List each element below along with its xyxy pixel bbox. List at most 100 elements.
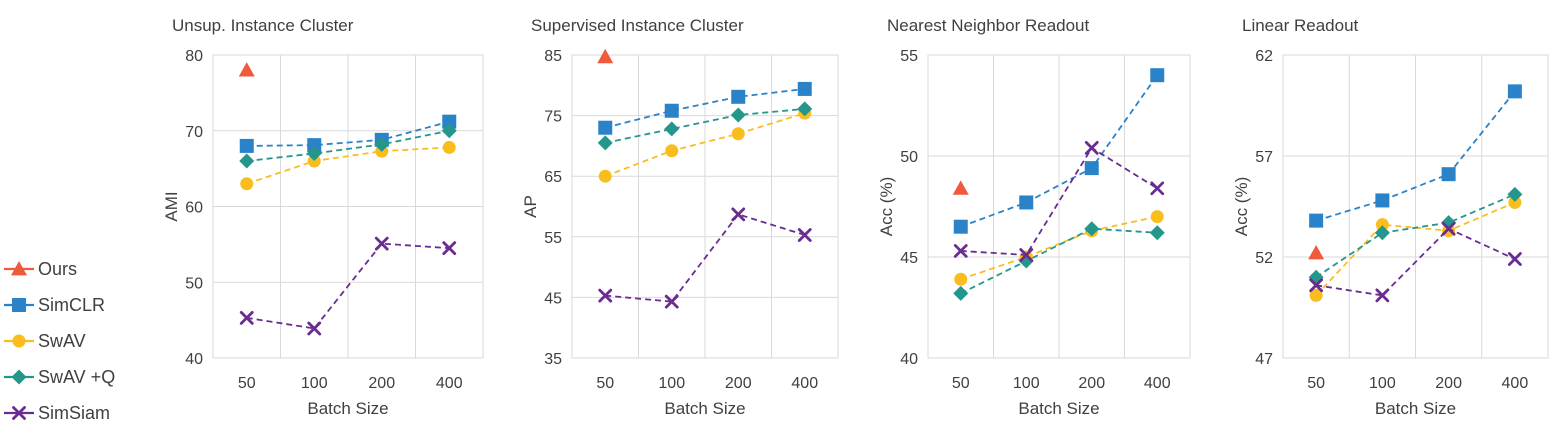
chart-nearest-neighbor-readout: 40 45 50 55 50 100 200 400 Nearest Neighbor Read… [877, 16, 1191, 418]
x-tick-label: 100 [301, 375, 328, 392]
x-tick-label: 50 [952, 375, 970, 392]
data-point [307, 154, 321, 168]
series-ours [1308, 244, 1325, 260]
y-tick-label: 45 [544, 290, 562, 307]
legend: Ours SimCLR SwAV SwAV +Q SimSiam [4, 259, 115, 423]
data-point [1308, 244, 1325, 260]
x-tick-label: 200 [1435, 375, 1462, 392]
data-point [306, 145, 322, 161]
data-point [597, 135, 613, 151]
series-line [960, 146, 1158, 256]
y-tick-label: 55 [544, 230, 562, 247]
series-line [246, 120, 450, 147]
data-point [665, 144, 679, 158]
data-point [238, 62, 255, 77]
y-axis-label: Acc (%) [1232, 177, 1251, 237]
data-point [1441, 167, 1456, 182]
series-line [246, 242, 450, 330]
data-point [598, 288, 613, 303]
data-point [1149, 225, 1165, 241]
legend-item-ours: Ours [4, 259, 77, 279]
chart-title: Linear Readout [1242, 16, 1359, 35]
data-point [664, 294, 679, 309]
data-point [1084, 221, 1100, 237]
legend-item-simclr: SimCLR [4, 295, 105, 315]
series-swav-q [597, 101, 813, 151]
x-tick-label: 100 [1369, 375, 1396, 392]
data-point [1309, 278, 1324, 293]
series-line [246, 129, 450, 162]
data-point [1507, 84, 1522, 99]
data-point [730, 107, 746, 123]
legend-marker-circle [12, 334, 26, 348]
x-axis-label: Batch Size [307, 399, 388, 418]
series-line [604, 112, 806, 178]
series-simclr [598, 81, 812, 135]
data-point [1150, 210, 1164, 224]
series-line [1315, 227, 1516, 297]
y-tick-label: 35 [544, 351, 562, 368]
data-point [953, 244, 968, 258]
data-point [442, 140, 456, 154]
legend-label: SwAV +Q [38, 367, 115, 387]
y-tick-label: 75 [544, 109, 562, 126]
data-point [797, 101, 813, 117]
legend-label: SimCLR [38, 295, 105, 315]
data-point [664, 103, 679, 118]
x-tick-label: 50 [596, 375, 614, 392]
data-point [1442, 224, 1456, 238]
data-point [239, 153, 255, 169]
series-simsiam [239, 236, 457, 336]
data-point [1150, 181, 1165, 196]
y-tick-label: 65 [544, 169, 562, 186]
x-tick-label: 200 [725, 375, 752, 392]
chart-title: Unsup. Instance Cluster [172, 16, 354, 35]
series-line [246, 146, 450, 185]
x-tick-label: 400 [1502, 375, 1529, 392]
x-tick-label: 50 [238, 375, 256, 392]
legend-label: Ours [38, 259, 77, 279]
data-point [374, 236, 389, 251]
y-tick-label: 50 [185, 275, 203, 292]
legend-marker-square [12, 298, 26, 312]
data-point [1019, 248, 1034, 262]
x-tick-label: 100 [1013, 375, 1040, 392]
data-point [731, 89, 746, 104]
legend-item-simsiam: SimSiam [4, 403, 110, 423]
legend-label: SwAV [38, 331, 86, 351]
data-point [239, 138, 254, 153]
data-point [598, 120, 613, 135]
series-line [1315, 193, 1516, 278]
data-point [1375, 288, 1390, 303]
y-axis-label: Acc (%) [877, 177, 896, 237]
x-axis-label: Batch Size [1375, 399, 1456, 418]
x-tick-label: 50 [1307, 375, 1325, 392]
series-ours [597, 48, 614, 64]
x-tick-label: 400 [1144, 375, 1171, 392]
y-tick-label: 45 [900, 250, 918, 267]
chart-title: Supervised Instance Cluster [531, 16, 744, 35]
series-ours [238, 62, 255, 77]
y-tick-label: 57 [1255, 149, 1273, 166]
data-point [441, 123, 457, 139]
y-axis-label: AP [521, 195, 540, 218]
series-simclr [953, 68, 1165, 234]
data-point [1375, 193, 1390, 208]
y-tick-label: 70 [185, 124, 203, 141]
chart-unsup-instance-cluster: 40 50 60 70 80 50 100 200 400 Unsup. Instance Clu… [162, 16, 484, 418]
x-axis-label: Batch Size [1018, 399, 1099, 418]
legend-marker-diamond [11, 369, 27, 385]
data-point [442, 114, 457, 129]
y-axis-label: AMI [162, 191, 181, 221]
series-simclr [1309, 84, 1522, 228]
data-point [731, 127, 745, 141]
data-point [1019, 195, 1034, 210]
chart-supervised-instance-cluster: 35 45 55 65 75 85 50 100 200 400 Supervised Instan… [521, 16, 839, 418]
y-tick-label: 80 [185, 48, 203, 65]
data-point [1084, 161, 1099, 176]
series-line [605, 108, 805, 144]
x-axis-label: Batch Size [664, 399, 745, 418]
data-point [240, 177, 254, 191]
data-point [239, 310, 254, 325]
